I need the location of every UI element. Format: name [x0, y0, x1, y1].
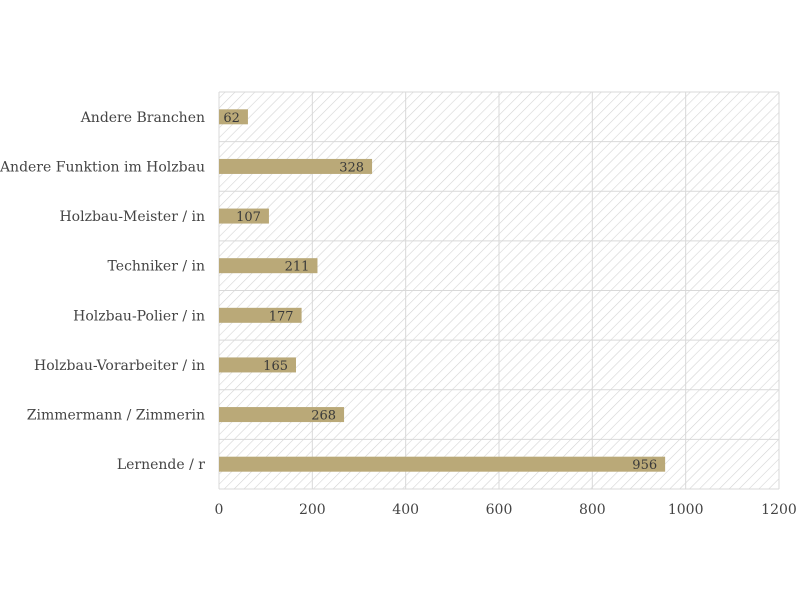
x-tick-label-2: 400	[392, 502, 419, 518]
x-tick-label-4: 800	[579, 502, 606, 518]
bar-5	[219, 357, 296, 373]
x-tick-label-6: 1200	[761, 502, 797, 518]
category-label-7: Lernende / r	[117, 457, 205, 473]
category-label-2: Holzbau-Meister / in	[59, 209, 205, 225]
x-tick-label-1: 200	[299, 502, 326, 518]
data-label-0: 62	[223, 111, 240, 126]
data-label-6: 268	[311, 409, 336, 424]
bar-1	[219, 158, 373, 174]
x-tick-label-0: 0	[215, 502, 224, 518]
x-tick-label-5: 1000	[668, 502, 704, 518]
bar-3	[219, 258, 318, 274]
category-label-6: Zimmermann / Zimmerin	[27, 408, 205, 424]
x-tick-label-3: 600	[486, 502, 513, 518]
data-label-4: 177	[269, 309, 294, 324]
data-label-5: 165	[263, 359, 288, 374]
data-label-1: 328	[339, 160, 364, 175]
category-label-0: Andere Branchen	[80, 110, 205, 126]
category-label-5: Holzbau-Vorarbeiter / in	[34, 358, 205, 374]
bar-2	[219, 208, 269, 224]
data-labels: 62 328 107 211 177 165 268 956	[223, 111, 657, 473]
category-label-1: Andere Funktion im Holzbau	[0, 159, 205, 175]
data-label-2: 107	[236, 210, 261, 225]
category-label-3: Techniker / in	[108, 259, 205, 275]
bar-6	[219, 407, 345, 423]
x-tick-labels: 0 200 400 600 800 1000 1200	[215, 502, 797, 518]
bar-4	[219, 307, 302, 323]
category-label-4: Holzbau-Polier / in	[73, 308, 205, 324]
gridlines	[218, 91, 780, 490]
bar-7	[219, 456, 666, 472]
data-label-3: 211	[285, 260, 310, 275]
category-labels: Andere Branchen Andere Funktion im Holzba…	[0, 110, 205, 473]
bar-0	[219, 109, 248, 125]
data-label-7: 956	[632, 458, 657, 473]
bars	[219, 109, 666, 472]
